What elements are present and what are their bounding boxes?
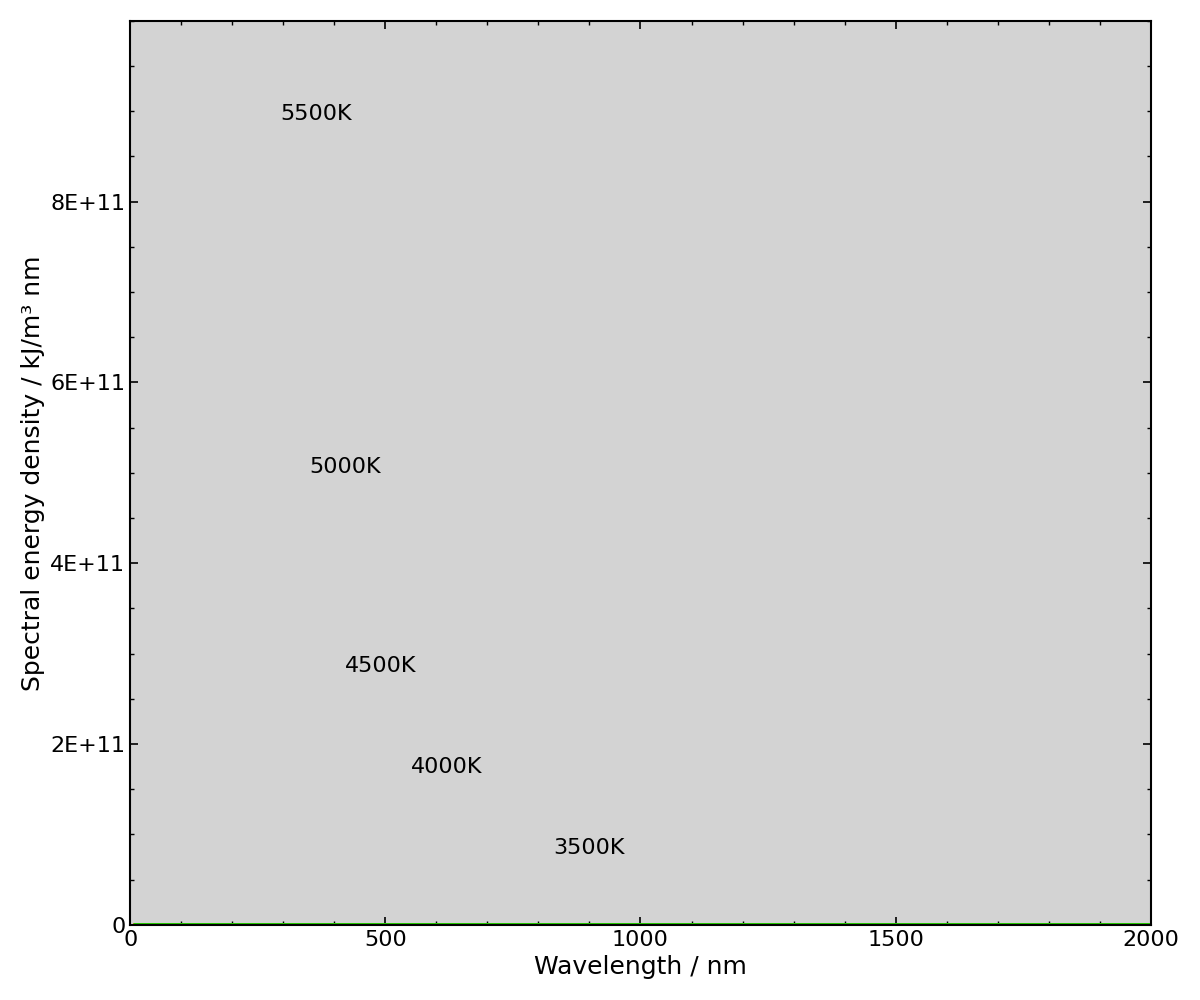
Text: 5500K: 5500K [281,104,353,124]
Text: 3500K: 3500K [553,838,625,858]
Text: 5000K: 5000K [308,457,380,477]
Text: 4000K: 4000K [410,757,482,777]
Y-axis label: Spectral energy density / kJ/m³ nm: Spectral energy density / kJ/m³ nm [20,255,44,691]
X-axis label: Wavelength / nm: Wavelength / nm [534,955,746,979]
Text: 4500K: 4500K [344,656,416,676]
